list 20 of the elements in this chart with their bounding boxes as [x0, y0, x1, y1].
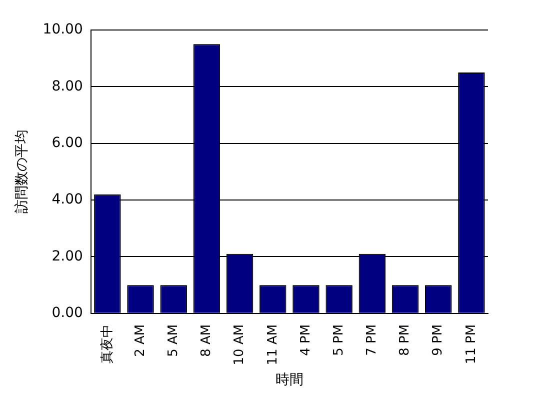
x-tick-label: 10 AM	[232, 324, 248, 366]
x-tick-label: 真夜中	[98, 324, 115, 364]
y-tick-label: 8.00	[52, 78, 83, 94]
y-tick-label: 10.00	[42, 22, 83, 38]
x-tick-label: 5 PM	[331, 324, 346, 356]
y-tick-label: 6.00	[52, 135, 83, 152]
x-tick-label: 11 PM	[464, 324, 479, 364]
x-tick-label: 9 PM	[430, 324, 446, 356]
x-tick-label: 7 PM	[364, 324, 380, 356]
x-tick-label: 5 AM	[166, 324, 181, 357]
x-tick-label: 8 PM	[398, 324, 413, 356]
x-tick-label: 11 AM	[265, 324, 280, 366]
y-tick-label: 0.00	[52, 305, 83, 322]
y-tick-label: 4.00	[52, 192, 83, 208]
x-tick-label: 8 AM	[199, 324, 214, 357]
y-axis-title: 訪問数の平均	[14, 130, 30, 214]
x-tick-label: 4 PM	[298, 324, 314, 356]
x-tick-label: 2 AM	[132, 324, 148, 357]
x-axis-title: 時間	[275, 372, 304, 388]
y-tick-label: 2.00	[52, 248, 83, 264]
